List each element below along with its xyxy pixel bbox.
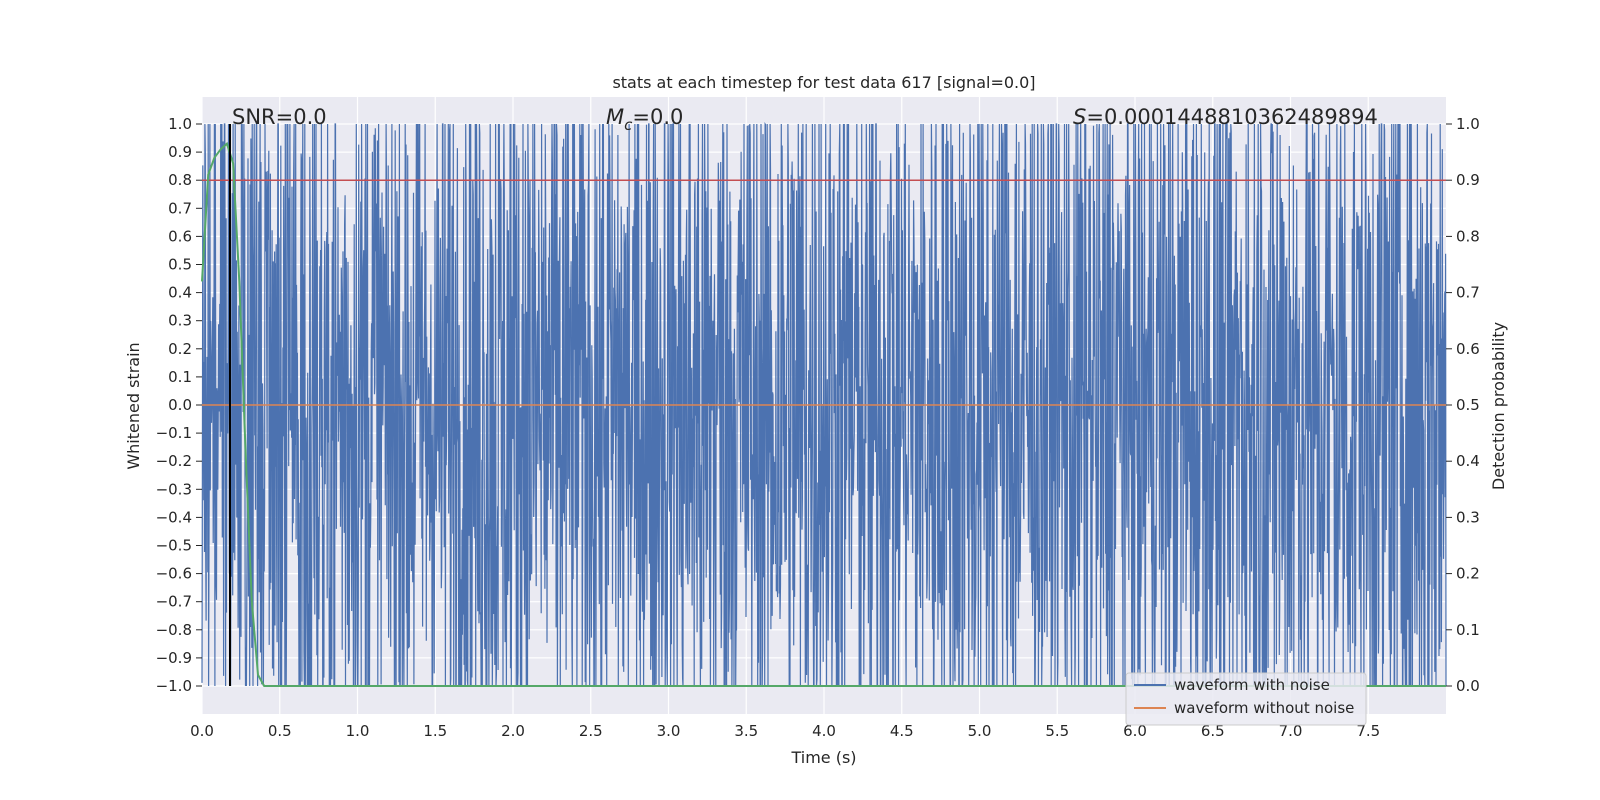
mc-value: =0.0: [632, 105, 683, 129]
y-tick-label: 1.0: [168, 115, 192, 133]
s-annotation: S=0.0001448810362489894: [1073, 105, 1378, 129]
x-tick-label: 1.0: [346, 722, 370, 740]
x-tick-label: 0.5: [268, 722, 292, 740]
y-tick-label: 0.1: [168, 368, 192, 386]
detection-probability-line: [201, 141, 1446, 687]
legend: waveform with noise waveform without noi…: [1125, 672, 1367, 726]
x-tick-label: 5.5: [1045, 722, 1069, 740]
x-tick-label: 3.5: [734, 722, 758, 740]
y2-tick-label: 1.0: [1456, 115, 1480, 133]
y-tick-label: −0.6: [156, 565, 192, 583]
y-tick-label: −1.0: [156, 677, 192, 695]
y-tick-label: 0.5: [168, 256, 192, 274]
legend-label-clean: waveform without noise: [1174, 699, 1354, 717]
mc-subscript: c: [624, 116, 633, 134]
y-axis-label: Whitened strain: [124, 342, 143, 469]
noise-waveform-line: [201, 122, 1447, 687]
axes-layer: 0.0 0.5 1.0 1.5 2.0 2.5 3.0 3.5 4.0 4.5 5.0 5.5 6.0 6…: [156, 115, 1480, 740]
s-value: =0.0001448810362489894: [1086, 105, 1378, 129]
x-tick-label: 1.5: [423, 722, 447, 740]
y-tick-label: 0.7: [168, 199, 192, 217]
y-tick-label: −0.7: [156, 593, 192, 611]
s-symbol: S: [1073, 105, 1086, 129]
x-tick-label: 4.5: [890, 722, 914, 740]
y-tick-label: −0.4: [156, 508, 192, 526]
y2-tick-label: 0.2: [1456, 565, 1480, 583]
snr-annotation: SNR=0.0: [232, 105, 327, 129]
mc-annotation: Mc=0.0: [606, 105, 683, 134]
y2-tick-label: 0.3: [1456, 508, 1480, 526]
x-tick-label: 5.0: [968, 722, 992, 740]
x-tick-label: 4.0: [812, 722, 836, 740]
x-tick-label: 7.0: [1279, 722, 1303, 740]
y2-tick-label: 0.1: [1456, 621, 1480, 639]
y2-axis-label: Detection probability: [1489, 322, 1508, 490]
y2-tick-label: 0.4: [1456, 452, 1480, 470]
y-tick-label: −0.1: [156, 424, 192, 442]
y-tick-label: −0.3: [156, 480, 192, 498]
y-tick-label: 0.0: [168, 396, 192, 414]
x-tick-label: 6.5: [1201, 722, 1225, 740]
y2-tick-label: 0.0: [1456, 677, 1480, 695]
legend-label-noise: waveform with noise: [1174, 676, 1330, 694]
y-tick-label: 0.4: [168, 284, 192, 302]
y-tick-label: 0.9: [168, 143, 192, 161]
y2-tick-label: 0.8: [1456, 227, 1480, 245]
y2-tick-label: 0.6: [1456, 340, 1480, 358]
y-tick-label: −0.2: [156, 452, 192, 470]
y-tick-label: 0.3: [168, 312, 192, 330]
chart-title: stats at each timestep for test data 617…: [612, 73, 1035, 92]
y-tick-label: 0.8: [168, 171, 192, 189]
y2-tick-label: 0.5: [1456, 396, 1480, 414]
y2-tick-label: 0.9: [1456, 171, 1480, 189]
x-tick-label: 7.5: [1356, 722, 1380, 740]
y-tick-label: 0.6: [168, 227, 192, 245]
mc-symbol: M: [606, 105, 624, 129]
x-tick-label: 6.0: [1123, 722, 1147, 740]
legend-box: [1125, 672, 1367, 726]
y-tick-label: −0.8: [156, 621, 192, 639]
y-tick-label: −0.9: [156, 649, 192, 667]
y-tick-label: 0.2: [168, 340, 192, 358]
x-tick-label: 0.0: [190, 722, 214, 740]
x-tick-label: 2.5: [579, 722, 603, 740]
x-axis-label: Time (s): [790, 748, 856, 767]
y-tick-label: −0.5: [156, 537, 192, 555]
x-tick-label: 3.0: [657, 722, 681, 740]
y2-tick-label: 0.7: [1456, 284, 1480, 302]
data-layer: [201, 122, 1447, 687]
x-tick-label: 2.0: [501, 722, 525, 740]
